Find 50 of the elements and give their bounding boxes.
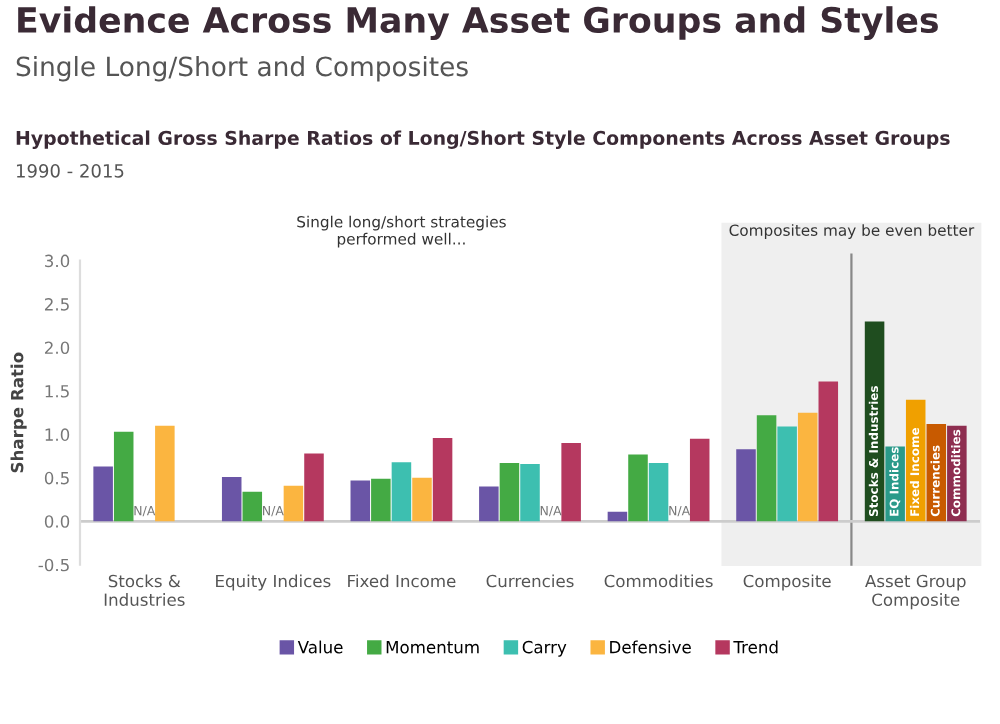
bar (304, 453, 324, 522)
bar (93, 466, 113, 522)
bar (242, 491, 263, 522)
y-tick-label: 3.0 (45, 254, 70, 268)
x-tick-label: Currencies (486, 574, 574, 588)
x-tick-label: Equity Indices (216, 574, 331, 591)
bar (689, 438, 710, 522)
y-axis-title: Sharpe Ratio (10, 352, 27, 473)
y-tick-label: 0.0 (44, 515, 70, 528)
x-tick-label: Stocks & Industries (104, 574, 185, 607)
bar (412, 477, 432, 522)
bar (628, 454, 648, 522)
text: Hypothetical Gross Sharpe Ratios of Long/Short Style Components Across Asset Groups (16, 130, 950, 149)
y-tick-label: 1.0 (45, 428, 70, 441)
chart-subtitle: Single Long/Short and Composites (16, 55, 468, 82)
x-tick-label: Asset Group Composite (865, 574, 966, 610)
bar (221, 476, 242, 522)
bar (371, 478, 391, 522)
bar (561, 443, 581, 522)
bar (155, 425, 175, 522)
bar (350, 480, 371, 522)
legend-label: Momentum (386, 641, 479, 654)
y-tick-label: 1.5 (45, 385, 69, 398)
y-tick-label: 2.0 (44, 341, 70, 355)
x-tick-label: Fixed Income (348, 574, 456, 588)
bar (648, 463, 669, 522)
x-tick-label: Composite (743, 574, 831, 591)
bar (432, 437, 453, 522)
bar (520, 463, 540, 522)
legend-label: Trend (733, 640, 778, 654)
bar (391, 462, 412, 522)
bar (283, 485, 304, 522)
bar (499, 463, 520, 522)
bar (797, 412, 818, 522)
bar (736, 449, 756, 522)
x-tick-label: Commodities (604, 574, 713, 588)
y-tick-label: -0.5 (38, 558, 69, 572)
y-tick-label: 2.5 (44, 298, 69, 311)
bar (113, 431, 134, 522)
bar (777, 426, 797, 522)
text: 1990 - 2015 (16, 163, 124, 178)
chart-title: Evidence Across Many Asset Groups and Styles (18, 6, 938, 41)
legend-label: Defensive (610, 640, 691, 654)
bar (756, 415, 777, 522)
bar (818, 381, 839, 522)
y-tick-label: 0.5 (44, 471, 69, 485)
legend-label: Value (297, 640, 343, 654)
legend-label: Carry (522, 640, 567, 657)
bar (479, 486, 499, 522)
bar (607, 511, 628, 522)
